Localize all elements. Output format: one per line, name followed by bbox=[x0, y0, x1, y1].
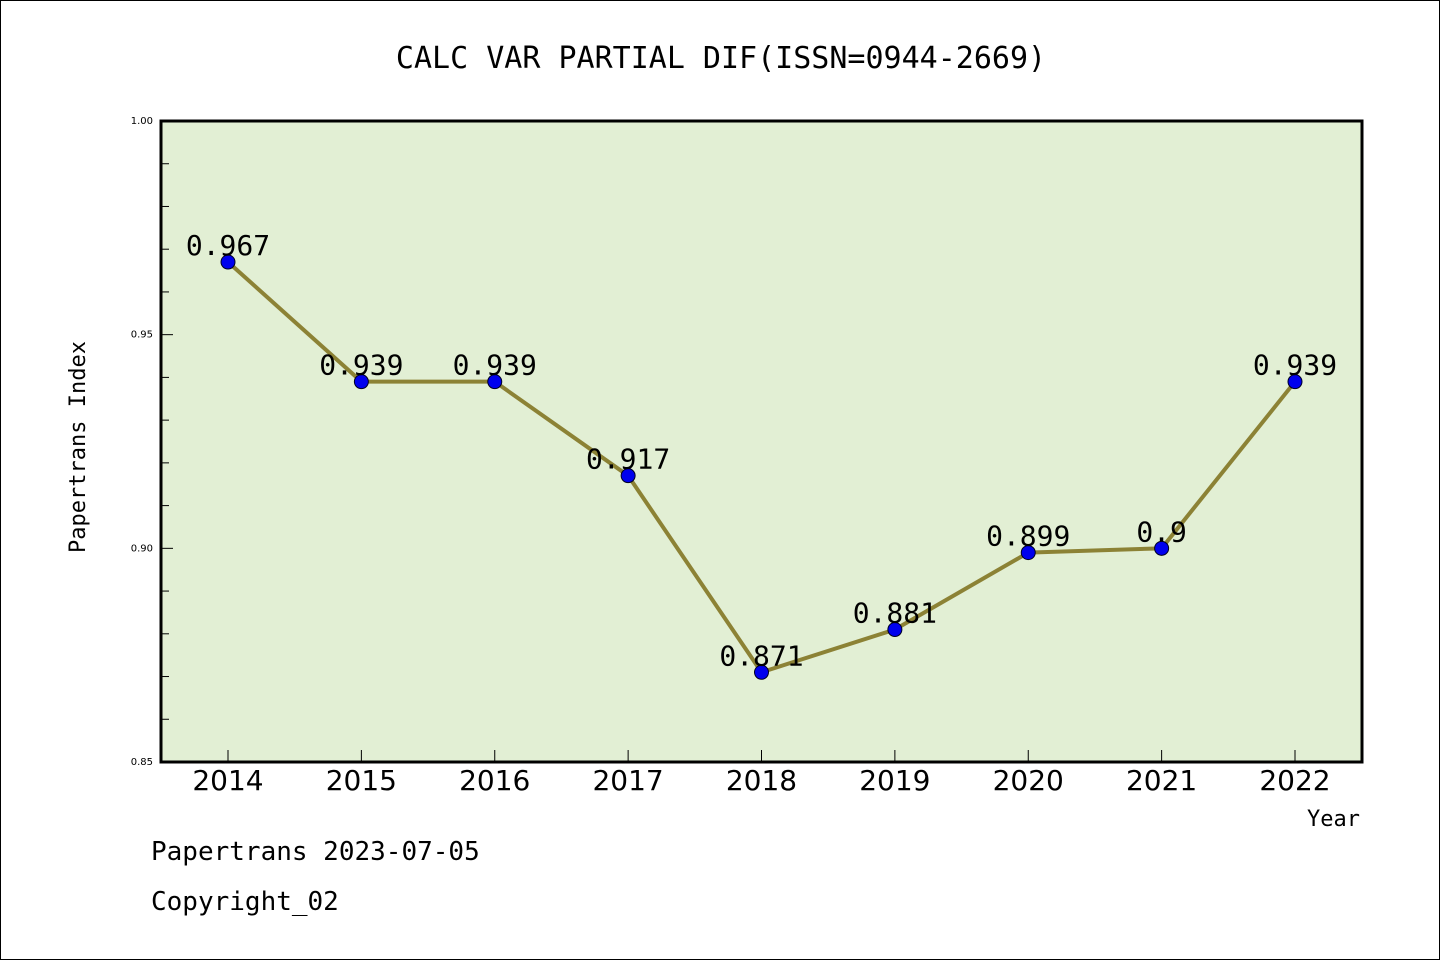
footer-date: Papertrans 2023-07-05 bbox=[151, 837, 480, 867]
x-tick-label: 2016 bbox=[459, 764, 530, 797]
data-point bbox=[220, 254, 236, 270]
data-label: 0.871 bbox=[719, 639, 803, 672]
x-tick-label: 2020 bbox=[993, 764, 1064, 797]
x-axis-label: Year bbox=[1307, 807, 1360, 832]
x-tick-label: 2014 bbox=[192, 764, 263, 797]
data-label: 0.917 bbox=[586, 443, 670, 476]
data-point bbox=[487, 374, 503, 390]
data-point bbox=[1287, 374, 1303, 390]
x-tick-label: 2018 bbox=[726, 764, 797, 797]
y-tick-label: 0.95 bbox=[131, 330, 153, 341]
y-tick-label: 1.00 bbox=[131, 116, 153, 127]
data-label: 0.899 bbox=[986, 520, 1070, 553]
data-label: 0.9 bbox=[1136, 515, 1187, 548]
data-point bbox=[1154, 540, 1170, 556]
data-point bbox=[887, 622, 903, 638]
x-tick-label: 2017 bbox=[592, 764, 663, 797]
y-tick-label: 0.85 bbox=[131, 757, 153, 768]
x-tick-label: 2022 bbox=[1259, 764, 1330, 797]
data-label: 0.939 bbox=[453, 349, 537, 382]
chart-title: CALC VAR PARTIAL DIF(ISSN=0944-2669) bbox=[396, 41, 1046, 76]
data-label: 0.939 bbox=[1253, 349, 1337, 382]
data-label: 0.881 bbox=[853, 597, 937, 630]
data-label: 0.939 bbox=[319, 349, 403, 382]
plot-border bbox=[159, 119, 1364, 764]
x-axis: 2014 2015 2016 2017 2018 2019 2020 2021 2022 bbox=[192, 750, 1331, 797]
footer-copyright: Copyright_02 bbox=[151, 887, 339, 917]
x-tick-label: 2019 bbox=[859, 764, 930, 797]
series-group: 0.967 0.939 0.939 0.917 0.871 0.881 0.899 0.9 0.… bbox=[186, 229, 1337, 680]
x-tick-label: 2015 bbox=[326, 764, 397, 797]
y-axis-label: Papertrans Index bbox=[66, 341, 91, 553]
data-point bbox=[353, 374, 369, 390]
data-point bbox=[754, 664, 769, 680]
x-tick-label: 2021 bbox=[1126, 764, 1197, 797]
data-label: 0.967 bbox=[186, 229, 270, 262]
data-point bbox=[620, 468, 636, 484]
y-tick-label: 0.90 bbox=[131, 543, 153, 554]
plot-area bbox=[161, 121, 1362, 762]
data-point bbox=[1020, 545, 1036, 561]
